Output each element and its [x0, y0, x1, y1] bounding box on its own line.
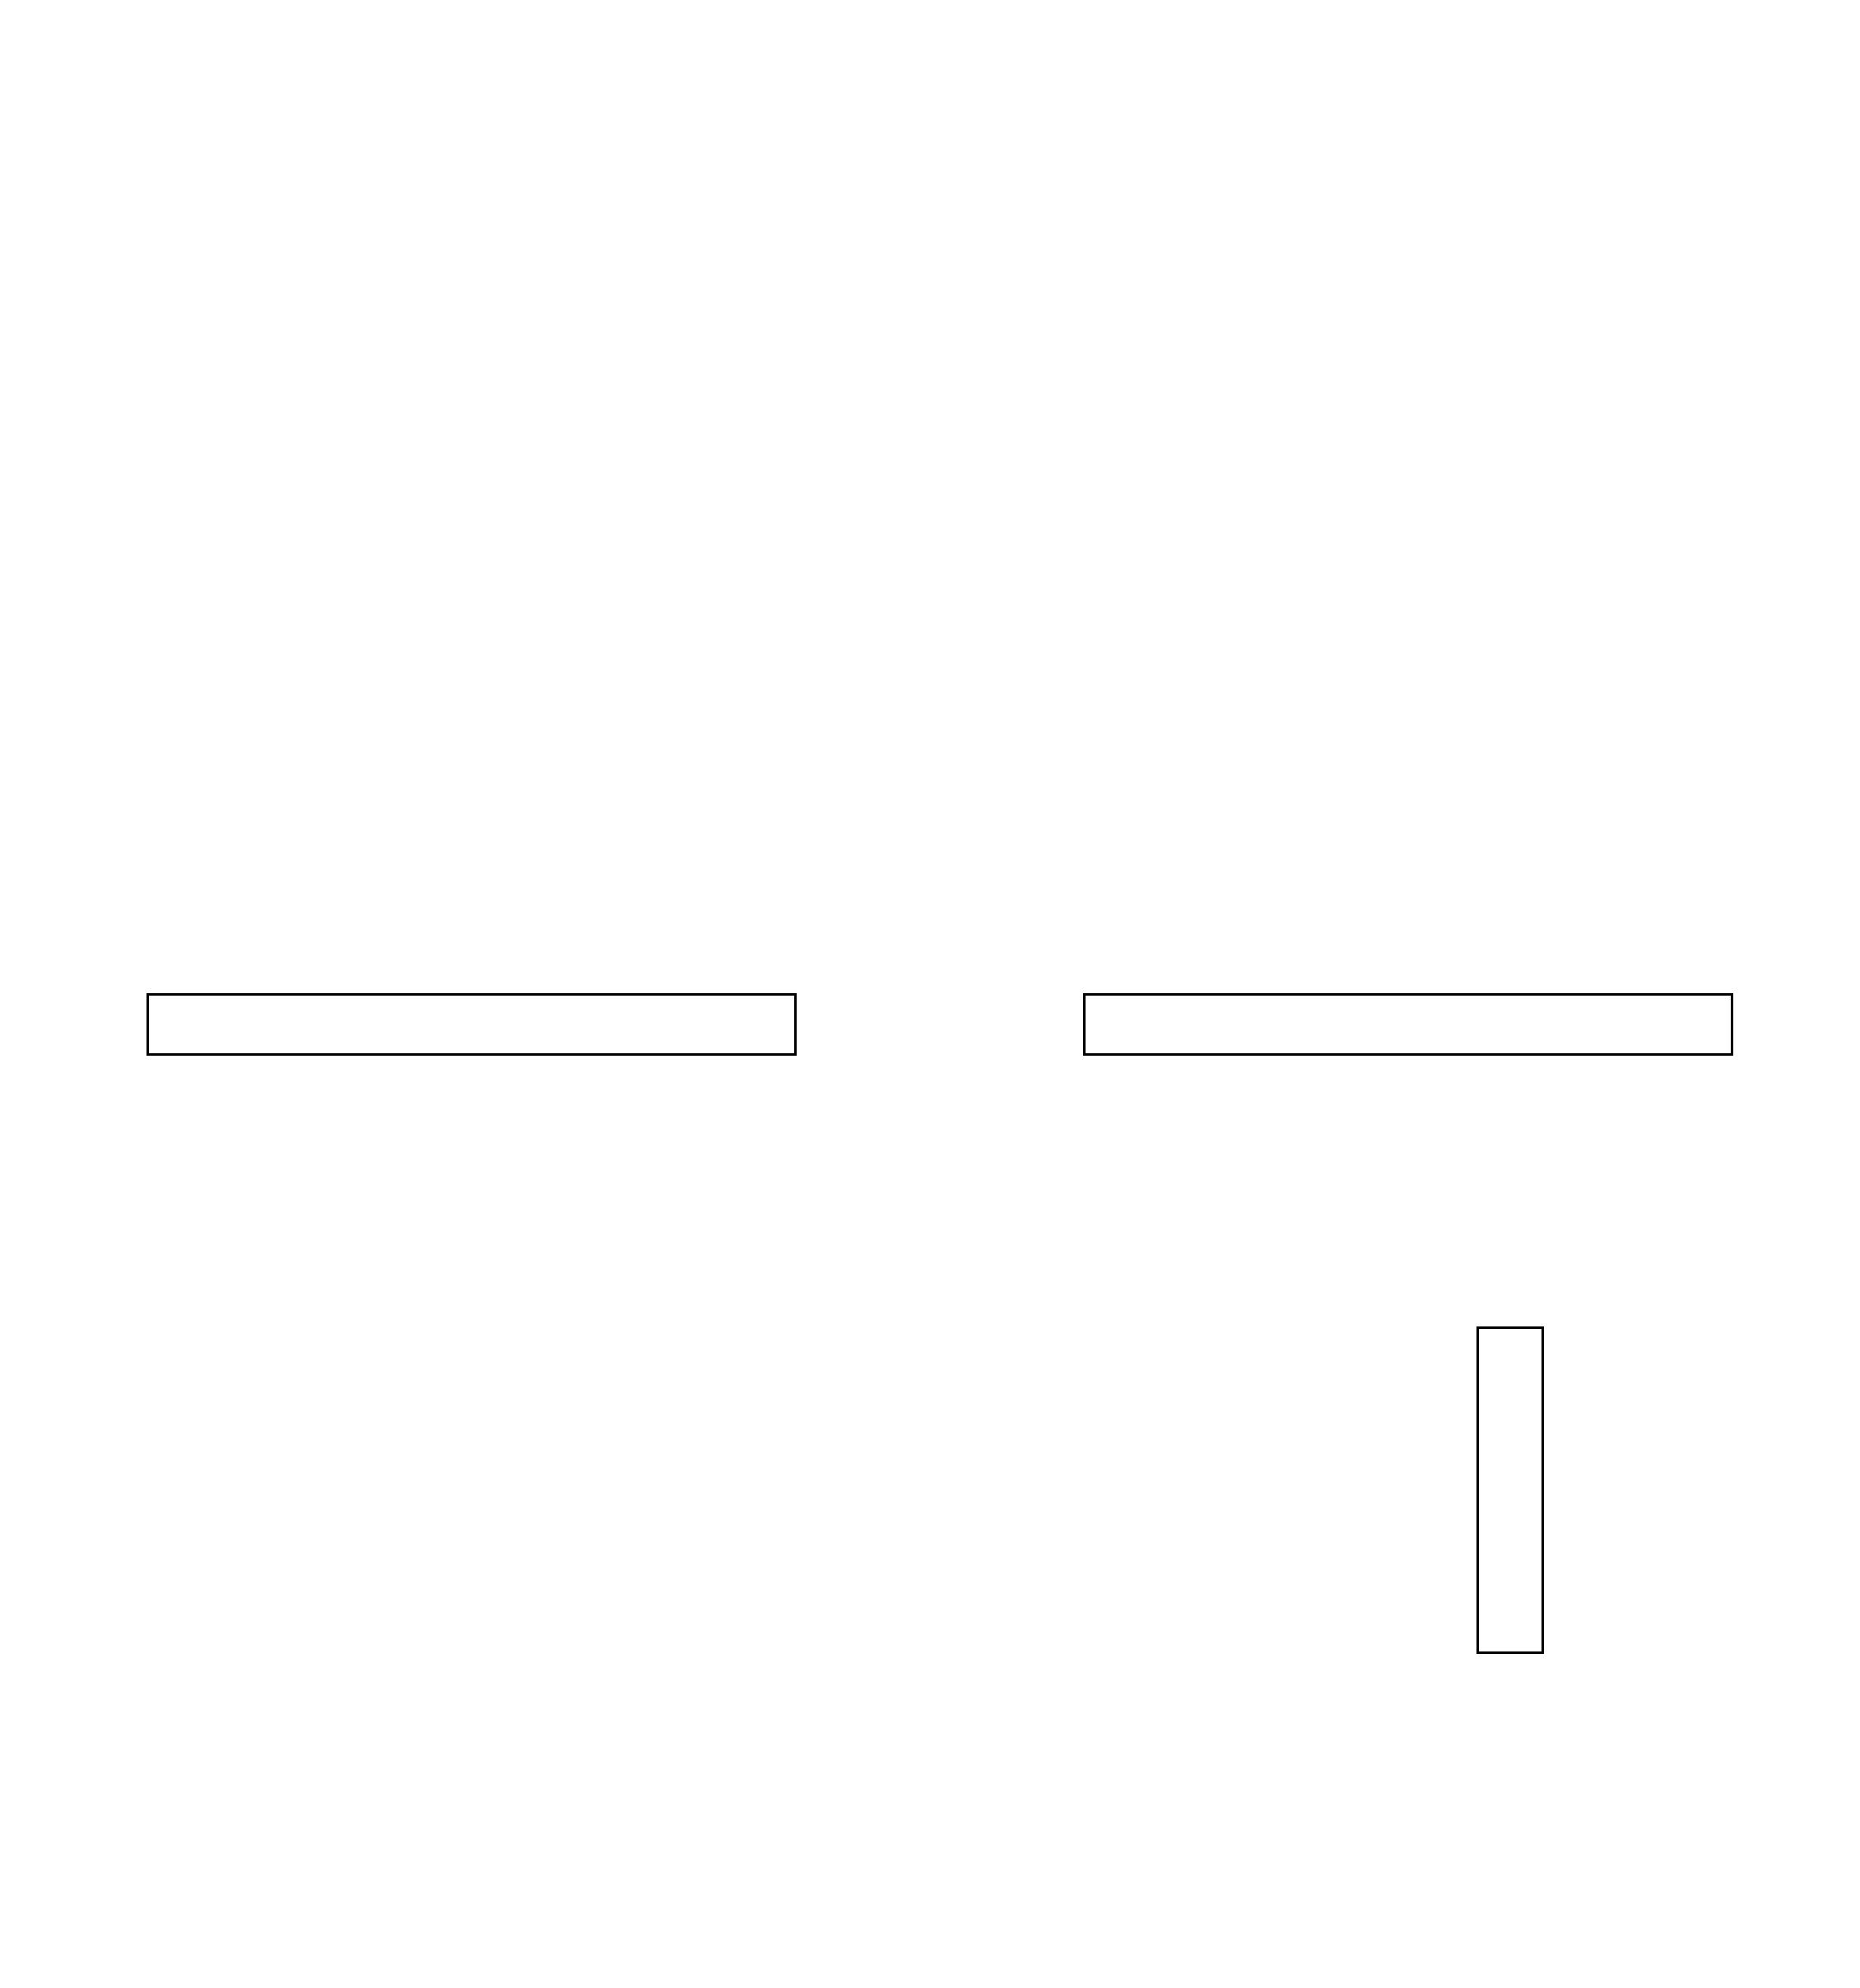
contour-plot-hist	[1073, 206, 1741, 872]
minmax-text	[1123, 932, 1689, 1001]
contour-plot-ssp	[137, 206, 805, 872]
colorbar	[1083, 993, 1733, 1056]
contour-plot-difference	[606, 1262, 1272, 1929]
colorbar	[146, 993, 797, 1056]
colorbar	[1476, 1326, 1544, 1654]
minmax-text	[1356, 1302, 1439, 1364]
minmax-text	[186, 932, 752, 1001]
